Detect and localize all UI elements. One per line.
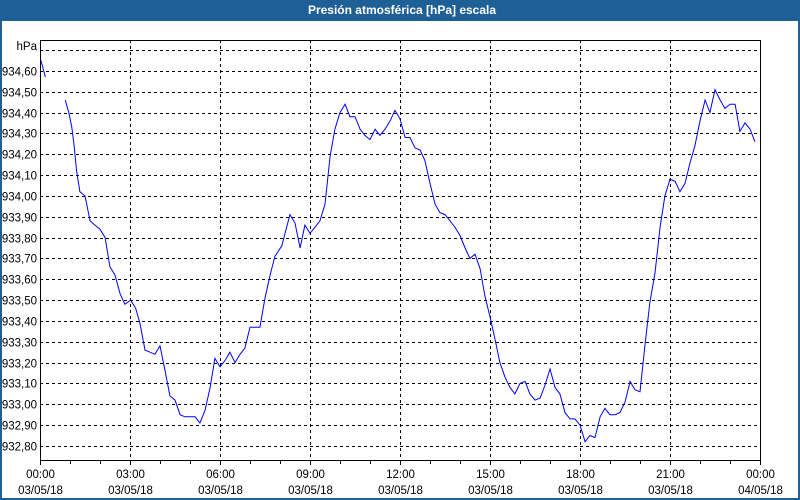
pressure-series-line <box>64 88 756 443</box>
x-tick-date-label: 03/05/18 <box>288 485 333 497</box>
x-tick-date-label: 04/05/18 <box>738 485 783 497</box>
x-tick-time-label: 12:00 <box>386 469 415 481</box>
x-tick-date-label: 03/05/18 <box>468 485 513 497</box>
y-tick-label: 934,40 <box>2 109 37 121</box>
y-tick-label: 934,60 <box>2 67 37 79</box>
x-tick-date-label: 03/05/18 <box>198 485 243 497</box>
x-tick-time-label: 06:00 <box>206 469 235 481</box>
y-tick-label: 933,70 <box>2 254 37 266</box>
y-tick-label: 933,60 <box>2 275 37 287</box>
x-tick-time-label: 18:00 <box>566 469 595 481</box>
y-tick-label: 933,20 <box>2 359 37 371</box>
x-tick-time-label: 03:00 <box>116 469 145 481</box>
y-tick-label: 934,20 <box>2 150 37 162</box>
x-tick-date-label: 03/05/18 <box>648 485 693 497</box>
y-tick-label: 933,30 <box>2 338 37 350</box>
y-tick-label: 932,90 <box>2 421 37 433</box>
y-tick-label: 933,90 <box>2 213 37 225</box>
y-tick-label: 933,00 <box>2 400 37 412</box>
y-tick-label: 933,40 <box>2 317 37 329</box>
x-tick-date-label: 03/05/18 <box>18 485 63 497</box>
pressure-series-line <box>40 60 46 78</box>
x-tick-time-label: 00:00 <box>26 469 55 481</box>
x-tick-time-label: 21:00 <box>656 469 685 481</box>
y-tick-label: 934,30 <box>2 129 37 141</box>
y-tick-label: 933,50 <box>2 296 37 308</box>
x-tick-date-label: 03/05/18 <box>108 485 153 497</box>
window-title: Presión atmosférica [hPa] escala <box>2 0 800 21</box>
x-tick-time-label: 09:00 <box>296 469 325 481</box>
x-tick-date-label: 03/05/18 <box>378 485 423 497</box>
y-tick-label: 934,00 <box>2 192 37 204</box>
x-tick-date-label: 03/05/18 <box>558 485 603 497</box>
y-tick-label: 934,10 <box>2 171 37 183</box>
y-axis-unit-label: hPa <box>17 41 38 53</box>
x-tick-time-label: 00:00 <box>746 469 775 481</box>
y-tick-label: 933,80 <box>2 234 37 246</box>
y-tick-label: 934,50 <box>2 88 37 100</box>
y-tick-label: 933,10 <box>2 379 37 391</box>
y-tick-label: 932,80 <box>2 442 37 454</box>
x-tick-time-label: 15:00 <box>476 469 505 481</box>
